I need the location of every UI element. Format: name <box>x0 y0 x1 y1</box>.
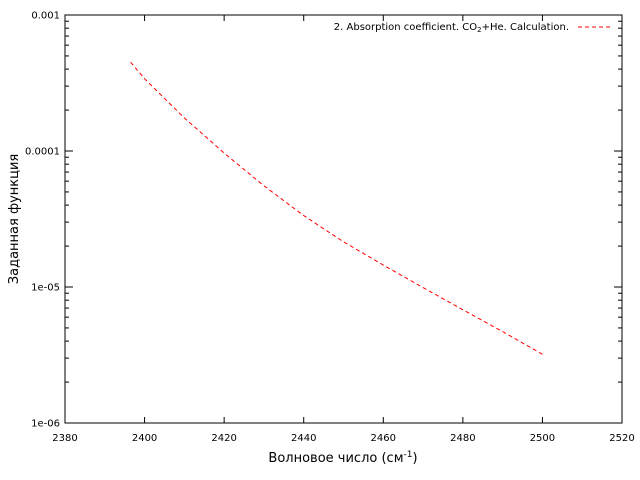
y-tick-label: 1e-05 <box>31 283 60 294</box>
x-tick-label: 2380 <box>52 433 77 444</box>
y-tick-label: 0.0001 <box>25 147 60 158</box>
x-tick-label: 2500 <box>530 433 555 444</box>
x-tick-label: 2460 <box>371 433 396 444</box>
legend: 2. Absorption coefficient. CO2+He. Calcu… <box>334 22 611 34</box>
x-tick-label: 2480 <box>450 433 475 444</box>
x-tick-label: 2400 <box>132 433 157 444</box>
plot-frame <box>64 14 623 424</box>
series-group <box>130 61 543 355</box>
series-line <box>130 61 543 355</box>
x-axis-ticks: 2380 2400 2420 2440 2460 2480 2500 2520 <box>52 15 635 444</box>
legend-label: 2. Absorption coefficient. CO2+He. Calcu… <box>334 22 569 34</box>
x-tick-label: 2520 <box>609 433 634 444</box>
x-tick-label: 2440 <box>291 433 316 444</box>
y-tick-label: 0.001 <box>31 11 60 22</box>
y-axis-label: Заданная функция <box>7 154 22 284</box>
y-axis-ticks: 1e-06 1e-05 0.0001 0.001 <box>25 11 622 430</box>
x-tick-label: 2420 <box>211 433 236 444</box>
x-axis-label: Волновое число (см-1) <box>268 450 417 466</box>
y-tick-label: 1e-06 <box>31 419 60 430</box>
